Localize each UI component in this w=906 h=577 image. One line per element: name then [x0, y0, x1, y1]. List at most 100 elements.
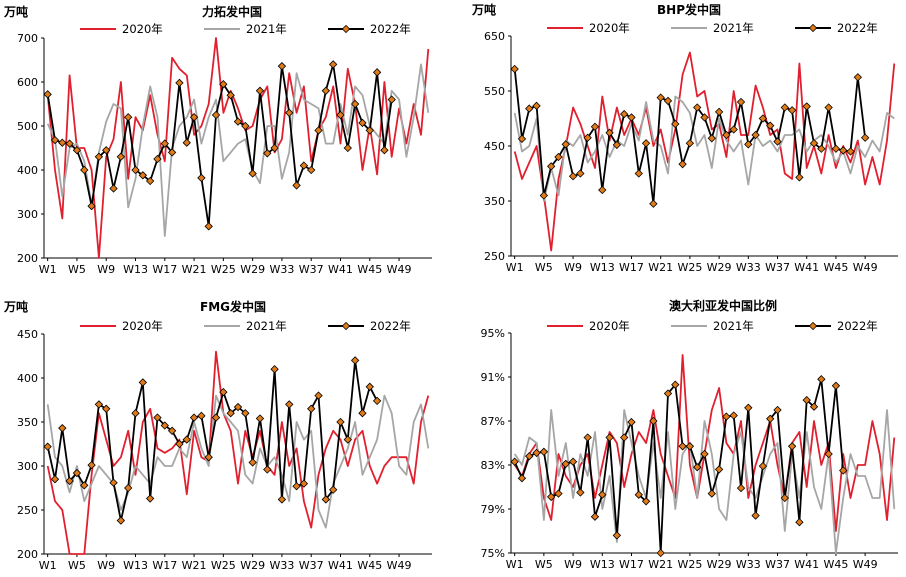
- x-tick-label: W41: [328, 263, 353, 276]
- data-point-2022: [663, 96, 673, 106]
- data-point-2022: [649, 416, 658, 426]
- unit-label: 万吨: [471, 2, 496, 17]
- x-tick-label: W17: [619, 261, 644, 274]
- x-tick-label: W9: [97, 263, 115, 276]
- legend-label: 2020年: [589, 319, 630, 333]
- data-point-2022: [568, 172, 578, 181]
- x-tick-label: W21: [648, 558, 673, 571]
- chart-2: BHP发中国 万吨 250 350 450 550 650 W1 W5 W9 W13 W17 W21 W2…: [471, 2, 898, 274]
- data-point-2022: [350, 99, 360, 109]
- chart-title: BHP发中国: [657, 2, 721, 17]
- data-point-2022: [336, 417, 345, 427]
- data-point-2022: [722, 130, 731, 140]
- x-tick-label: W45: [823, 261, 848, 274]
- legend-label: 2022年: [837, 319, 878, 333]
- data-point-2022: [817, 144, 826, 153]
- data-point-2022: [80, 165, 89, 175]
- series-line-2020年: [513, 354, 896, 532]
- x-tick-label: W9: [97, 559, 115, 572]
- data-point-2022: [387, 95, 396, 104]
- data-point-2022: [380, 146, 389, 155]
- data-point-2022: [561, 459, 570, 469]
- y-tick-label: 250: [484, 250, 505, 263]
- data-point-2022: [124, 113, 133, 122]
- data-point-2022: [839, 146, 848, 155]
- data-point-2022: [270, 365, 279, 374]
- data-point-2022: [248, 169, 257, 178]
- y-tick-label: 450: [17, 328, 38, 341]
- x-tick-label: W17: [152, 559, 177, 572]
- data-point-2022: [671, 380, 680, 389]
- data-point-2022: [576, 169, 585, 178]
- data-point-2022: [627, 417, 636, 427]
- data-point-2022: [336, 110, 345, 120]
- data-point-2022: [751, 511, 760, 520]
- y-tick-label: 700: [17, 32, 38, 45]
- x-tick-label: W5: [68, 559, 86, 572]
- data-point-2022: [226, 409, 235, 418]
- data-point-2022: [372, 68, 382, 77]
- data-point-2022: [678, 442, 687, 451]
- data-point-2022: [802, 395, 811, 405]
- data-point-2022: [233, 117, 243, 126]
- x-tick-label: W1: [39, 559, 57, 572]
- x-tick-label: W33: [269, 263, 294, 276]
- data-point-2022: [65, 476, 74, 486]
- data-point-2022: [102, 404, 111, 413]
- data-point-2022: [590, 122, 600, 131]
- data-point-2022: [43, 90, 52, 99]
- data-point-2022: [372, 396, 382, 406]
- series-line-2021年: [513, 95, 895, 202]
- data-point-2022: [167, 148, 177, 157]
- data-point-2022: [525, 452, 534, 461]
- data-point-2022: [663, 389, 673, 398]
- data-point-2022: [693, 463, 702, 472]
- series-line-2022年: [513, 378, 845, 554]
- data-point-2022: [546, 492, 556, 502]
- legend-label: 2020年: [122, 319, 163, 333]
- data-point-2022: [65, 139, 74, 148]
- data-point-2022: [321, 495, 331, 504]
- data-point-2022: [510, 64, 519, 74]
- data-point-2022: [87, 460, 96, 470]
- data-point-2022: [824, 103, 833, 112]
- x-tick-label: W29: [707, 558, 732, 571]
- data-point-2022: [634, 169, 643, 178]
- legend-label: 2020年: [122, 22, 163, 36]
- data-point-2022: [758, 461, 768, 471]
- data-point-2022: [605, 433, 614, 442]
- data-point-2022: [729, 411, 738, 420]
- data-point-2022: [285, 108, 294, 117]
- x-tick-label: W29: [240, 263, 265, 276]
- data-point-2022: [817, 375, 826, 384]
- data-point-2022: [329, 60, 338, 69]
- data-point-2022: [72, 468, 82, 478]
- y-tick-label: 350: [484, 195, 505, 208]
- x-tick-label: W37: [765, 558, 790, 571]
- data-point-2022: [175, 439, 184, 449]
- data-point-2022: [43, 442, 52, 451]
- x-tick-label: W13: [123, 263, 148, 276]
- data-point-2022: [700, 113, 709, 122]
- data-point-2022: [182, 138, 191, 147]
- data-point-2022: [620, 433, 629, 442]
- unit-label: 万吨: [3, 4, 28, 19]
- legend-marker-2022: [341, 321, 351, 331]
- data-point-2022: [846, 147, 855, 156]
- legend-marker-2022: [808, 23, 818, 33]
- legend-marker-2022: [341, 24, 351, 34]
- chart-1: 力拓发中国 万吨 200 300 400 500 600 700 W1 W5 W9 W13 W17 W21…: [3, 4, 432, 276]
- data-point-2022: [576, 488, 585, 497]
- data-point-2022: [612, 140, 622, 150]
- x-tick-label: W37: [299, 263, 324, 276]
- data-point-2022: [72, 146, 82, 155]
- data-point-2022: [722, 412, 731, 421]
- data-point-2022: [189, 413, 199, 422]
- x-tick-label: W1: [506, 261, 524, 274]
- data-point-2022: [277, 495, 287, 504]
- data-point-2022: [248, 458, 257, 467]
- chart-title: 力拓发中国: [202, 4, 262, 19]
- data-point-2022: [729, 125, 738, 134]
- data-point-2022: [802, 102, 811, 111]
- data-point-2022: [824, 449, 833, 459]
